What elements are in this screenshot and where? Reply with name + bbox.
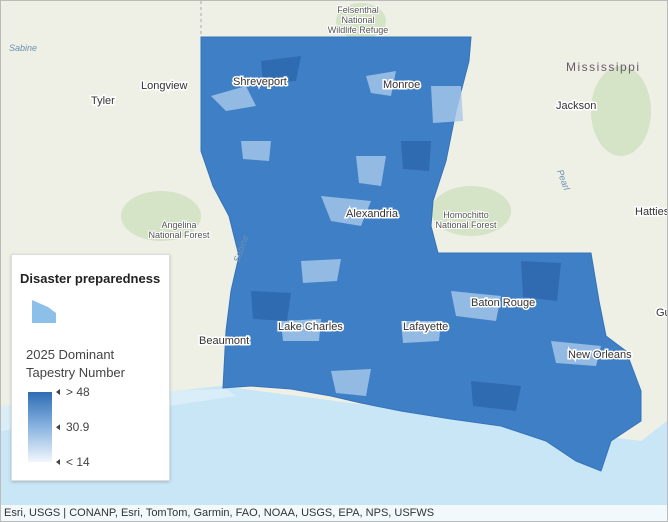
legend-tick — [56, 424, 60, 431]
place-label: Mississippi — [566, 60, 641, 74]
louisiana-region[interactable] — [200, 36, 642, 472]
legend-tick — [56, 459, 60, 465]
legend-tick — [56, 389, 60, 395]
place-label: Felsenthal — [337, 5, 379, 15]
legend-label: 30.9 — [66, 420, 90, 434]
place-label: New Orleans — [568, 349, 632, 361]
place-label: Lafayette — [403, 321, 448, 333]
place-label: Longview — [141, 80, 188, 92]
place-label: National Forest — [435, 220, 497, 230]
place-label: Monroe — [383, 79, 420, 91]
place-label: Lake Charles — [278, 321, 343, 333]
dark-tracts — [251, 56, 561, 411]
light-tracts — [211, 71, 601, 396]
water-label: Sabine — [9, 43, 37, 53]
color-ramp — [28, 392, 52, 462]
place-label: Hattiesburg — [635, 206, 667, 218]
legend-field: Tapestry Number — [26, 365, 126, 380]
place-label: Shreveport — [233, 76, 287, 88]
place-label: Alexandria — [346, 208, 399, 220]
place-label: Tyler — [91, 95, 115, 107]
legend-title: Disaster preparedness — [20, 271, 160, 286]
legend-swatch — [32, 300, 56, 323]
attribution: Esri, USGS | CONANP, Esri, TomTom, Garmi… — [1, 505, 667, 521]
place-label: Jackson — [556, 100, 596, 112]
legend-label: < 14 — [66, 455, 90, 469]
place-label: National — [341, 15, 374, 25]
place-label: Gulfport — [656, 307, 667, 319]
place-label: Angelina — [161, 220, 196, 230]
place-label: Wildlife Refuge — [328, 25, 389, 35]
place-label: Beaumont — [199, 335, 249, 347]
legend-field: 2025 Dominant — [26, 347, 115, 362]
legend-label: > 48 — [66, 385, 90, 399]
place-label: National Forest — [148, 230, 210, 240]
place-label: Homochitto — [443, 210, 489, 220]
legend-panel: Disaster preparedness 2025 Dominant Tape… — [11, 254, 170, 481]
legend: Disaster preparedness 2025 Dominant Tape… — [20, 271, 160, 469]
place-label: Baton Rouge — [471, 297, 535, 309]
